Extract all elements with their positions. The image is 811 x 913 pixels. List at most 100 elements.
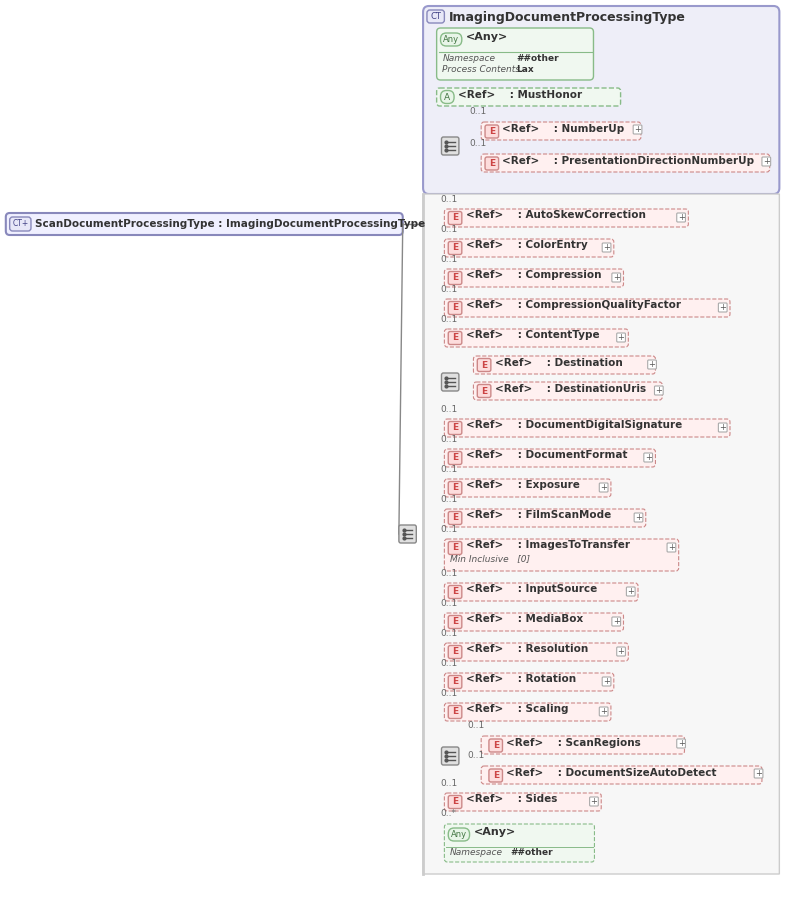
Text: 0..1: 0..1: [440, 405, 457, 414]
FancyBboxPatch shape: [427, 10, 444, 23]
FancyBboxPatch shape: [444, 703, 611, 721]
FancyBboxPatch shape: [423, 194, 779, 874]
Text: 0..1: 0..1: [440, 495, 457, 504]
FancyBboxPatch shape: [644, 453, 653, 462]
FancyBboxPatch shape: [423, 6, 779, 194]
FancyBboxPatch shape: [481, 154, 770, 172]
FancyBboxPatch shape: [489, 739, 503, 752]
FancyBboxPatch shape: [474, 382, 663, 400]
FancyBboxPatch shape: [448, 452, 461, 465]
Text: E: E: [489, 159, 495, 168]
Text: <Ref>    : DocumentFormat: <Ref> : DocumentFormat: [466, 450, 627, 460]
Text: +: +: [668, 543, 675, 552]
Text: +: +: [719, 303, 726, 312]
Text: <Ref>    : Destination: <Ref> : Destination: [495, 358, 623, 368]
Text: E: E: [452, 513, 458, 522]
Text: <Ref>    : FilmScanMode: <Ref> : FilmScanMode: [466, 510, 611, 520]
Text: E: E: [492, 771, 499, 780]
Text: <Ref>    : PresentationDirectionNumberUp: <Ref> : PresentationDirectionNumberUp: [503, 155, 754, 165]
Text: <Ref>    : MediaBox: <Ref> : MediaBox: [466, 614, 583, 624]
Text: Any: Any: [443, 35, 459, 44]
Text: 0..1: 0..1: [440, 315, 457, 324]
FancyBboxPatch shape: [444, 299, 730, 317]
Text: Lax: Lax: [516, 65, 534, 74]
Text: +: +: [618, 647, 624, 656]
FancyBboxPatch shape: [444, 583, 638, 601]
FancyBboxPatch shape: [444, 239, 614, 257]
Text: <Ref>    : Compression: <Ref> : Compression: [466, 270, 601, 280]
FancyBboxPatch shape: [444, 419, 730, 437]
Text: A: A: [444, 92, 450, 101]
Text: E: E: [452, 543, 458, 552]
FancyBboxPatch shape: [399, 525, 416, 543]
FancyBboxPatch shape: [478, 359, 491, 372]
FancyBboxPatch shape: [762, 157, 770, 166]
FancyBboxPatch shape: [441, 373, 459, 391]
FancyBboxPatch shape: [444, 509, 646, 527]
FancyBboxPatch shape: [448, 422, 461, 435]
Text: <Any>: <Any>: [474, 827, 516, 837]
Text: +: +: [645, 453, 651, 462]
Text: 0..1: 0..1: [440, 465, 457, 474]
Text: E: E: [452, 617, 458, 626]
Text: +: +: [600, 707, 607, 716]
Text: 0..1: 0..1: [468, 721, 485, 730]
FancyBboxPatch shape: [448, 676, 461, 688]
FancyBboxPatch shape: [448, 585, 461, 599]
Text: E: E: [452, 303, 458, 312]
FancyBboxPatch shape: [603, 677, 611, 686]
FancyBboxPatch shape: [599, 483, 608, 492]
Text: +: +: [635, 513, 642, 522]
FancyBboxPatch shape: [648, 360, 656, 369]
FancyBboxPatch shape: [10, 217, 31, 231]
FancyBboxPatch shape: [599, 707, 608, 716]
FancyBboxPatch shape: [611, 273, 620, 282]
Text: +: +: [613, 617, 620, 626]
Text: 0..1: 0..1: [468, 751, 485, 760]
Text: +: +: [655, 386, 663, 395]
Text: CT+: CT+: [12, 219, 28, 228]
FancyBboxPatch shape: [440, 90, 454, 103]
Text: <Ref>    : ContentType: <Ref> : ContentType: [466, 331, 599, 341]
Text: E: E: [481, 386, 487, 395]
Text: <Ref>    : ScanRegions: <Ref> : ScanRegions: [506, 738, 642, 748]
Text: <Ref>    : Rotation: <Ref> : Rotation: [466, 675, 576, 685]
Text: E: E: [489, 127, 495, 136]
FancyBboxPatch shape: [481, 766, 762, 784]
FancyBboxPatch shape: [448, 541, 461, 554]
Text: 0..1: 0..1: [440, 599, 457, 608]
FancyBboxPatch shape: [448, 301, 461, 314]
Text: 0..1: 0..1: [440, 629, 457, 638]
FancyBboxPatch shape: [448, 271, 461, 285]
Text: E: E: [452, 454, 458, 463]
FancyBboxPatch shape: [474, 356, 655, 374]
FancyBboxPatch shape: [611, 617, 620, 626]
FancyBboxPatch shape: [444, 673, 614, 691]
Text: +: +: [634, 125, 641, 134]
Text: CT: CT: [430, 12, 441, 21]
FancyBboxPatch shape: [616, 333, 625, 342]
Text: E: E: [452, 244, 458, 253]
FancyBboxPatch shape: [485, 125, 499, 138]
Text: Namespace: Namespace: [450, 848, 503, 857]
Text: 0..1: 0..1: [440, 285, 457, 294]
Text: E: E: [452, 274, 458, 282]
Text: <Ref>    : ColorEntry: <Ref> : ColorEntry: [466, 240, 587, 250]
Text: +: +: [755, 769, 762, 778]
FancyBboxPatch shape: [448, 481, 461, 495]
Text: <Ref>    : AutoSkewCorrection: <Ref> : AutoSkewCorrection: [466, 211, 646, 221]
Text: 0..1: 0..1: [440, 659, 457, 668]
Text: +: +: [590, 797, 598, 806]
Text: <Ref>    : InputSource: <Ref> : InputSource: [466, 584, 597, 594]
FancyBboxPatch shape: [444, 793, 601, 811]
Text: +: +: [719, 423, 726, 432]
Text: +: +: [603, 677, 610, 686]
FancyBboxPatch shape: [444, 269, 624, 287]
FancyBboxPatch shape: [444, 209, 689, 227]
FancyBboxPatch shape: [444, 479, 611, 497]
FancyBboxPatch shape: [444, 643, 629, 661]
FancyBboxPatch shape: [676, 213, 685, 222]
Text: E: E: [452, 708, 458, 717]
FancyBboxPatch shape: [478, 384, 491, 397]
Text: 0..1: 0..1: [470, 107, 487, 116]
